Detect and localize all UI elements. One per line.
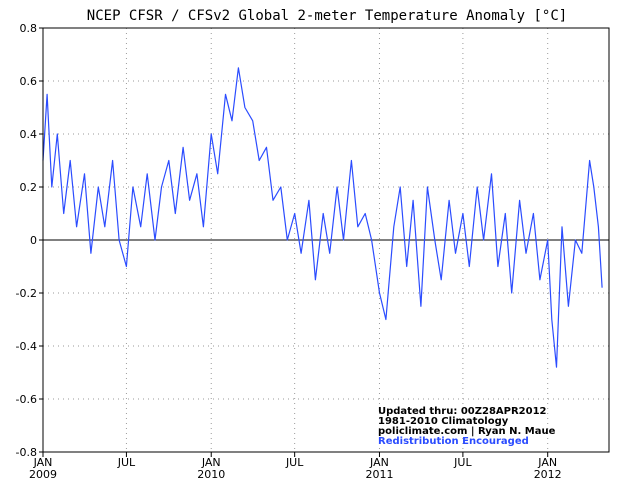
x-tick-year: 2009 <box>29 468 57 480</box>
y-tick-label: -0.2 <box>16 287 37 300</box>
x-tick-year: 2010 <box>197 468 225 480</box>
annotation-line: 1981-2010 Climatology <box>378 416 509 427</box>
y-tick-label: 0.6 <box>20 75 38 88</box>
series-layer <box>42 67 603 368</box>
x-tick-month: JAN <box>33 456 53 469</box>
x-tick-month: JAN <box>369 456 389 469</box>
chart-title: NCEP CFSR / CFSv2 Global 2-meter Tempera… <box>87 8 567 24</box>
x-tick-year: 2011 <box>365 468 393 480</box>
y-tick-label: 0.4 <box>20 128 38 141</box>
y-tick-label: -0.8 <box>16 446 37 459</box>
y-tick-label: -0.6 <box>16 393 37 406</box>
grid <box>43 28 609 452</box>
y-tick-label: 0 <box>30 234 37 247</box>
annotation-line: policlimate.com | Ryan N. Maue <box>378 426 556 437</box>
series-line <box>42 67 603 368</box>
x-tick-month: JUL <box>453 456 472 469</box>
x-tick-month: JAN <box>537 456 557 469</box>
y-tick-label: 0.8 <box>20 22 38 35</box>
annotation-block: Updated thru: 00Z28APR2012 1981-2010 Cli… <box>378 406 556 447</box>
y-axis: 0.8 0.6 0.4 0.2 0 -0.2 -0.4 -0.6 -0.8 <box>16 22 43 459</box>
y-tick-label: -0.4 <box>16 340 37 353</box>
x-tick-month: JUL <box>117 456 136 469</box>
annotation-line: Updated thru: 00Z28APR2012 <box>378 406 547 417</box>
y-tick-label: 0.2 <box>20 181 38 194</box>
annotation-redistribution: Redistribution Encouraged <box>378 436 529 447</box>
x-tick-month: JUL <box>285 456 304 469</box>
x-tick-month: JAN <box>201 456 221 469</box>
x-tick-year: 2012 <box>534 468 562 480</box>
